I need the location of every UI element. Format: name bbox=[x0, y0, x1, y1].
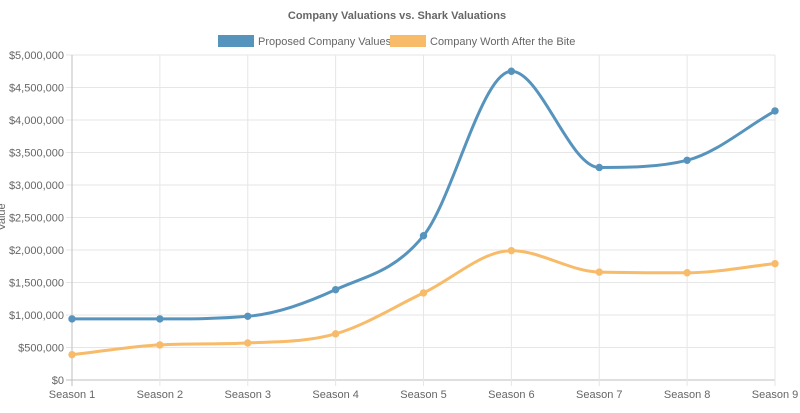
data-point[interactable] bbox=[68, 350, 76, 359]
y-tick-label: $2,000,000 bbox=[9, 245, 64, 257]
data-point[interactable] bbox=[507, 246, 516, 255]
series-group bbox=[68, 67, 779, 359]
data-point[interactable] bbox=[771, 259, 779, 268]
legend-label-proposed: Proposed Company Values bbox=[258, 36, 392, 48]
y-tick-label: $2,500,000 bbox=[9, 213, 64, 225]
y-tick-label: $3,000,000 bbox=[9, 180, 64, 192]
y-tick-label: $5,000,000 bbox=[9, 50, 64, 62]
y-tick-label: $4,500,000 bbox=[9, 83, 64, 95]
y-tick-label: $3,500,000 bbox=[9, 148, 64, 160]
data-point[interactable] bbox=[156, 341, 164, 349]
series-after-bite bbox=[68, 246, 779, 359]
data-point[interactable] bbox=[331, 330, 340, 338]
legend-swatch-proposed bbox=[218, 35, 254, 47]
data-point[interactable] bbox=[244, 339, 252, 347]
x-tick-label: Season 2 bbox=[137, 389, 183, 401]
data-point[interactable] bbox=[595, 268, 603, 276]
legend-item-proposed[interactable]: Proposed Company Values bbox=[218, 35, 392, 48]
series-line bbox=[70, 69, 777, 321]
data-point[interactable] bbox=[331, 285, 340, 294]
data-point[interactable] bbox=[156, 315, 164, 323]
legend-swatch-after-bite bbox=[390, 35, 426, 47]
legend: Proposed Company Values Company Worth Af… bbox=[218, 35, 575, 48]
data-point[interactable] bbox=[419, 232, 428, 240]
x-tick-label: Season 6 bbox=[488, 389, 534, 401]
x-tick-label: Season 3 bbox=[225, 389, 271, 401]
data-point[interactable] bbox=[771, 107, 779, 115]
legend-item-after-bite[interactable]: Company Worth After the Bite bbox=[390, 35, 575, 48]
x-axis: Season 1 Season 2 Season 3 Season 4 Season 5… bbox=[49, 389, 798, 401]
y-tick-label: $4,000,000 bbox=[9, 115, 64, 127]
grid bbox=[66, 54, 776, 386]
data-point[interactable] bbox=[68, 315, 76, 323]
x-tick-label: Season 8 bbox=[664, 389, 710, 401]
x-tick-label: Season 5 bbox=[400, 389, 446, 401]
chart-title: Company Valuations vs. Shark Valuations bbox=[288, 10, 506, 22]
y-tick-label: $0 bbox=[52, 375, 64, 387]
series-proposed bbox=[68, 67, 779, 323]
data-point[interactable] bbox=[244, 312, 252, 320]
x-tick-label: Season 1 bbox=[49, 389, 95, 401]
data-point[interactable] bbox=[419, 289, 428, 297]
y-tick-label: $1,500,000 bbox=[9, 278, 64, 290]
data-point[interactable] bbox=[595, 163, 603, 172]
y-tick-label: $500,000 bbox=[18, 343, 64, 355]
y-axis: $0 $500,000 $1,000,000 $1,500,000 $2,000,000… bbox=[9, 50, 64, 387]
y-tick-label: $1,000,000 bbox=[9, 310, 64, 322]
x-tick-label: Season 7 bbox=[576, 389, 622, 401]
data-point[interactable] bbox=[683, 156, 691, 165]
y-axis-title: Value bbox=[0, 203, 8, 230]
data-point[interactable] bbox=[507, 67, 516, 75]
x-tick-label: Season 9 bbox=[752, 389, 798, 401]
data-point[interactable] bbox=[683, 269, 691, 277]
x-tick-label: Season 4 bbox=[312, 389, 358, 401]
legend-label-after-bite: Company Worth After the Bite bbox=[430, 36, 575, 48]
